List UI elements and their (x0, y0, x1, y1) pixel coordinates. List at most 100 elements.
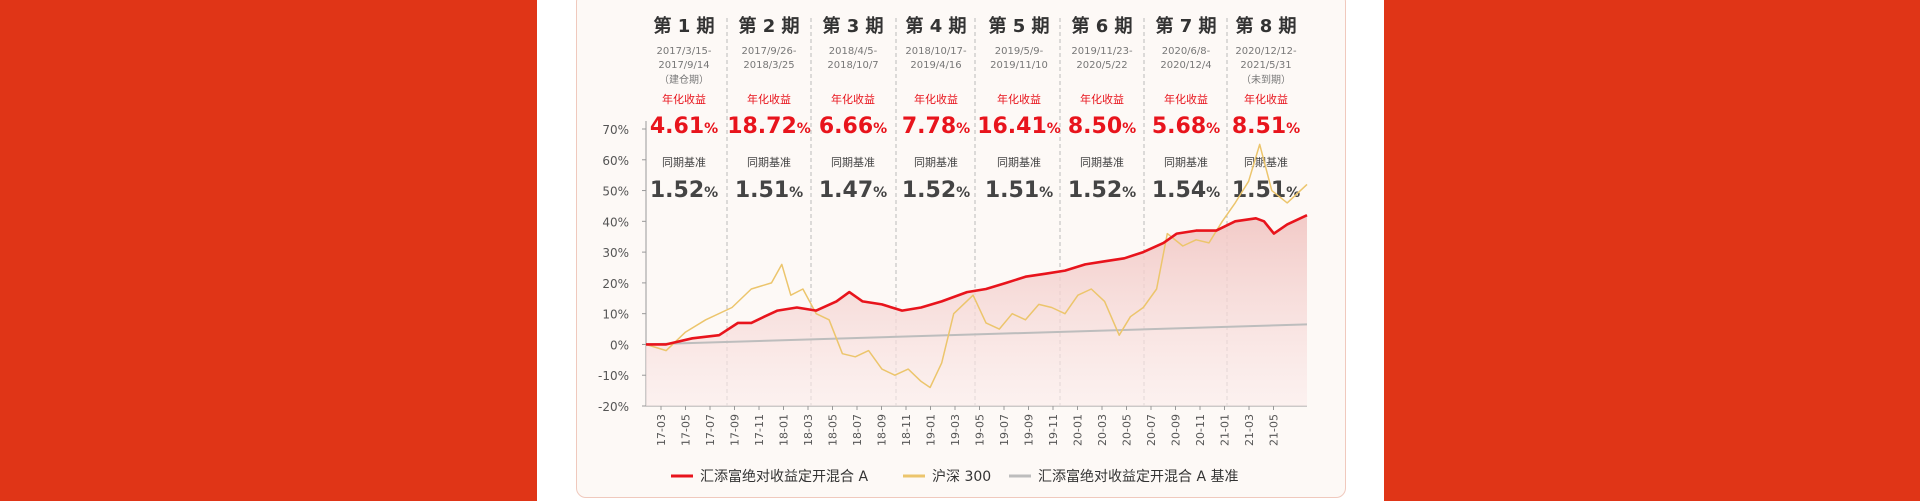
benchmark-value: 1.52% (1068, 178, 1136, 203)
x-tick-label: 18-01 (778, 414, 791, 446)
benchmark-label: 同期基准 (997, 156, 1041, 169)
x-tick-label: 17-07 (704, 414, 717, 446)
period-column: 第 8 期2020/12/12-2021/5/31（未到期）年化收益8.51%同… (1232, 15, 1300, 203)
x-tick-label: 18-09 (876, 414, 889, 446)
period-column: 第 4 期 2018/10/17- 2019/4/16 年化收益 7.78% 同期基准 1.… (902, 15, 970, 203)
period-date-start: 2019/11/23- (1071, 46, 1133, 57)
period-column: 第 6 期 2019/11/23- 2020/5/22 年化收益 8.50% 同期基准 1.… (1068, 15, 1136, 203)
benchmark-label: 同期基准 (662, 156, 706, 169)
y-tick-label: 20% (602, 277, 629, 291)
period-date-end: 2019/11/10 (990, 60, 1048, 71)
x-tick-label: 18-03 (802, 414, 815, 446)
x-tick-label: 19-09 (1023, 414, 1036, 446)
benchmark-value: 1.47% (819, 178, 887, 203)
x-tick-label: 21-05 (1268, 414, 1281, 446)
period-date-start: 2020/6/8- (1162, 46, 1211, 57)
period-title: 第 4 期 (905, 15, 966, 37)
annual-return-value: 4.61% (650, 114, 718, 139)
x-tick-label: 21-01 (1219, 414, 1232, 446)
benchmark-value: 1.51% (985, 178, 1053, 203)
x-tick-label: 19-01 (925, 414, 938, 446)
benchmark-label: 同期基准 (1080, 156, 1124, 169)
y-tick-label: 60% (602, 154, 629, 168)
x-tick-label: 21-03 (1243, 414, 1256, 446)
benchmark-line (645, 323, 1308, 346)
x-tick-label: 19-03 (949, 414, 962, 446)
annual-return-label: 年化收益 (914, 92, 958, 106)
y-tick-label: 0% (610, 338, 629, 352)
y-tick-label: -20% (598, 400, 629, 414)
period-date-start: 2018/10/17- (905, 46, 967, 57)
fund-area (646, 215, 1307, 406)
x-tick-label: 18-11 (900, 414, 913, 446)
period-title: 第 5 期 (988, 15, 1049, 37)
y-tick-label: 30% (602, 246, 629, 260)
y-tick-label: 70% (602, 123, 629, 137)
period-column: 第 1 期 2017/3/15- 2017/9/14 （建仓期） 年化收益 4.61% 同期… (650, 15, 718, 203)
annual-return-label: 年化收益 (831, 92, 875, 106)
index-line (645, 143, 1308, 389)
annual-return-label: 年化收益 (1164, 92, 1208, 106)
benchmark-value: 1.52% (902, 178, 970, 203)
period-date-start: 2018/4/5- (829, 46, 878, 57)
annual-return-value: 18.72% (727, 114, 811, 139)
x-tick-label: 20-07 (1145, 414, 1158, 446)
x-tick-label: 17-11 (753, 414, 766, 446)
period-title: 第 2 期 (738, 15, 799, 37)
x-tick-label: 18-05 (827, 414, 840, 446)
period-date-end: 2018/3/25 (743, 60, 794, 71)
benchmark-label: 同期基准 (914, 156, 958, 169)
period-note: （建仓期） (659, 73, 709, 86)
benchmark-value: 1.52% (650, 178, 718, 203)
x-tick-label: 19-05 (974, 414, 987, 446)
period-title: 第 1 期 (653, 15, 714, 37)
period-title: 第 8 期 (1235, 15, 1296, 37)
benchmark-value: 1.54% (1152, 178, 1220, 203)
period-title: 第 7 期 (1155, 15, 1216, 37)
legend-label: 汇添富绝对收益定开混合 A 基准 (1038, 468, 1238, 485)
annual-return-label: 年化收益 (1080, 92, 1124, 106)
period-column: 第 2 期 2017/9/26- 2018/3/25 年化收益 18.72% 同期基准 1.… (727, 15, 811, 203)
benchmark-label: 同期基准 (831, 156, 875, 169)
x-tick-label: 20-09 (1170, 414, 1183, 446)
period-column: 第 3 期 2018/4/5- 2018/10/7 年化收益 6.66% 同期基准 1.47… (819, 15, 887, 203)
benchmark-label: 同期基准 (747, 156, 791, 169)
period-title: 第 6 期 (1071, 15, 1132, 37)
annual-return-value: 8.51% (1232, 114, 1300, 139)
period-date-end: 2017/9/14 (658, 60, 709, 71)
annual-return-value: 7.78% (902, 114, 970, 139)
annual-return-label: 年化收益 (1244, 92, 1288, 106)
y-tick-label: 40% (602, 215, 629, 229)
period-date-end: 2019/4/16 (910, 60, 961, 71)
period-date-start: 2017/3/15- (657, 46, 712, 57)
benchmark-label: 同期基准 (1164, 156, 1208, 169)
x-tick-label: 17-03 (655, 414, 668, 446)
period-date-end: 2020/12/4 (1160, 60, 1211, 71)
x-tick-label: 19-11 (1047, 414, 1060, 446)
x-tick-label: 20-01 (1072, 414, 1085, 446)
x-tick-label: 17-05 (680, 414, 693, 446)
annual-return-label: 年化收益 (997, 92, 1041, 106)
period-date-end: 2021/5/31 (1240, 60, 1291, 71)
period-column: 第 7 期 2020/6/8- 2020/12/4 年化收益 5.68% 同期基准 1.54… (1152, 15, 1220, 203)
period-date-start: 2020/12/12- (1235, 46, 1297, 57)
y-tick-label: 50% (602, 185, 629, 199)
x-tick-label: 20-11 (1194, 414, 1207, 446)
x-tick-label: 19-07 (998, 414, 1011, 446)
x-tick-label: 18-07 (851, 414, 864, 446)
annual-return-label: 年化收益 (662, 92, 706, 106)
period-date-end: 2018/10/7 (827, 60, 878, 71)
x-tick-label: 20-05 (1121, 414, 1134, 446)
legend-label: 沪深 300 (932, 469, 991, 485)
period-column: 第 5 期 2019/5/9- 2019/11/10 年化收益 16.41% 同期基准 1.… (977, 15, 1061, 203)
annual-return-value: 6.66% (819, 114, 887, 139)
period-title: 第 3 期 (822, 15, 883, 37)
legend-label: 汇添富绝对收益定开混合 A (700, 468, 868, 485)
annual-return-value: 5.68% (1152, 114, 1220, 139)
benchmark-value: 1.51% (1232, 178, 1300, 203)
annual-return-value: 16.41% (977, 114, 1061, 139)
period-date-start: 2019/5/9- (995, 46, 1044, 57)
x-tick-label: 20-03 (1096, 414, 1109, 446)
fund-line (646, 214, 1308, 346)
